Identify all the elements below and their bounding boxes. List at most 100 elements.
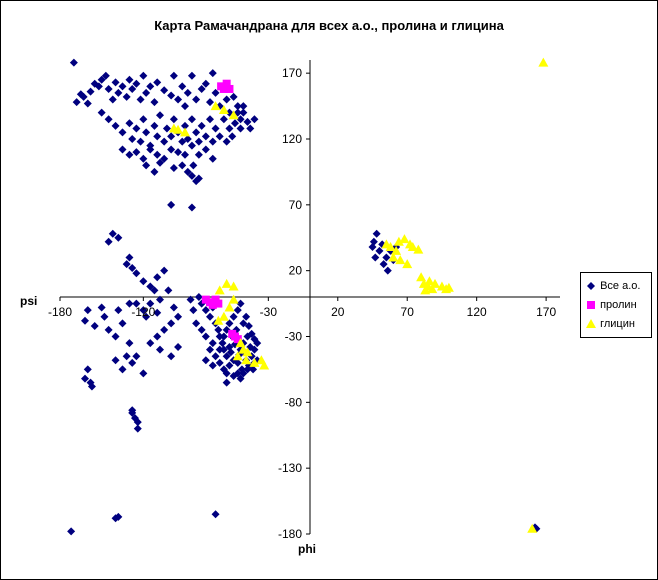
data-point: [111, 356, 120, 365]
data-point: [128, 84, 137, 93]
data-point: [236, 124, 245, 133]
data-point: [156, 158, 164, 167]
data-point: [189, 306, 198, 315]
legend-item-proline: пролин: [585, 297, 637, 313]
data-point: [224, 302, 235, 312]
data-point: [142, 161, 151, 170]
data-point: [132, 124, 141, 133]
data-point: [194, 174, 203, 183]
data-point: [139, 306, 148, 315]
data-point: [228, 294, 239, 304]
data-point: [90, 321, 99, 330]
data-point: [83, 306, 92, 315]
x-tick-label: -180: [48, 305, 72, 319]
data-point: [229, 92, 238, 101]
x-tick-label: 170: [536, 305, 556, 319]
legend-item-all: Все а.о.: [585, 278, 640, 294]
data-point: [174, 312, 183, 321]
data-point: [215, 358, 224, 367]
data-point: [118, 365, 127, 374]
data-point: [239, 102, 248, 111]
data-point: [146, 82, 155, 91]
data-point: [187, 71, 196, 80]
data-point: [259, 360, 270, 370]
data-point: [197, 84, 206, 93]
data-point: [178, 137, 187, 146]
data-point: [81, 374, 89, 383]
data-point: [243, 365, 252, 374]
data-point: [67, 527, 76, 536]
data-point: [225, 84, 234, 93]
data-point: [201, 145, 210, 154]
data-point: [424, 276, 435, 286]
data-point: [222, 137, 231, 146]
data-point: [181, 150, 189, 159]
data-point: [215, 132, 224, 141]
data-point: [118, 145, 127, 154]
data-point: [186, 295, 195, 304]
data-point: [194, 137, 203, 146]
x-tick-label: 20: [331, 305, 345, 319]
legend: Все а.о. пролин глицин: [580, 272, 652, 338]
data-point: [201, 79, 210, 88]
data-point: [236, 115, 245, 124]
data-point: [192, 95, 201, 104]
data-point: [219, 115, 228, 124]
data-point: [213, 315, 224, 325]
data-point: [201, 306, 210, 315]
data-point: [156, 111, 164, 120]
data-point: [180, 127, 190, 137]
data-point: [219, 345, 228, 354]
data-point: [402, 259, 413, 269]
data-point: [210, 101, 221, 111]
data-point: [139, 71, 148, 80]
y-tick-label: 20: [289, 264, 303, 278]
data-point: [104, 325, 113, 334]
data-point: [388, 252, 399, 262]
data-point: [413, 244, 424, 254]
data-point: [187, 115, 196, 124]
data-point: [225, 361, 234, 370]
data-point: [167, 145, 176, 154]
data-point: [215, 345, 224, 354]
y-tick-label: -80: [285, 395, 303, 409]
data-point: [174, 343, 183, 352]
data-point: [169, 71, 178, 80]
data-point: [219, 84, 228, 93]
data-point: [174, 148, 183, 157]
data-point: [420, 285, 431, 295]
data-point: [94, 82, 103, 91]
data-point: [371, 253, 380, 262]
data-point: [128, 358, 137, 367]
data-point: [146, 145, 155, 154]
data-point: [222, 378, 231, 387]
data-point: [111, 78, 120, 87]
data-point: [232, 351, 243, 361]
data-point: [167, 200, 176, 209]
data-point: [150, 286, 159, 295]
data-point: [146, 282, 155, 291]
data-point: [382, 253, 391, 262]
legend-item-glycine: глицин: [585, 316, 635, 332]
data-point: [142, 312, 151, 321]
data-point: [181, 121, 189, 130]
data-point: [228, 132, 237, 141]
data-point: [104, 237, 113, 246]
square-marker-icon: [585, 298, 597, 312]
data-point: [125, 119, 134, 128]
chart-title: Карта Рамачандрана для всех а.о., пролин…: [154, 18, 504, 33]
data-point: [233, 102, 242, 111]
data-point: [222, 352, 231, 361]
data-point: [132, 148, 141, 157]
data-point: [122, 92, 131, 101]
data-point: [153, 78, 162, 87]
data-point: [194, 150, 203, 159]
data-point: [218, 105, 229, 115]
data-point: [183, 167, 192, 176]
data-point: [250, 335, 259, 344]
data-point: [83, 365, 92, 374]
data-point: [114, 512, 123, 521]
data-point: [167, 91, 176, 100]
data-point: [194, 293, 203, 301]
